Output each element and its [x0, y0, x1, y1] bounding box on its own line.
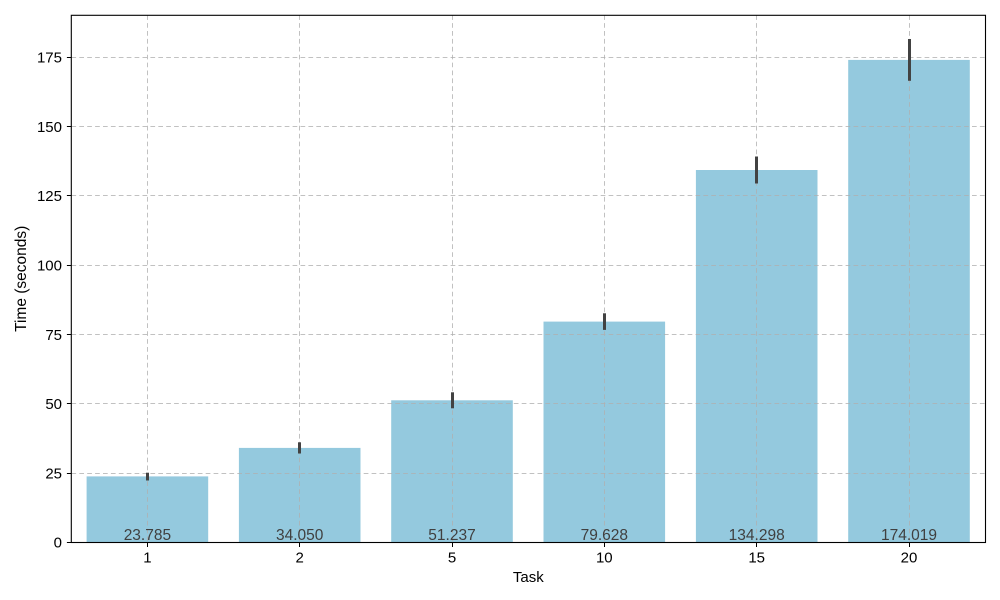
svg-text:23.785: 23.785 [124, 527, 171, 544]
svg-text:Task: Task [513, 569, 544, 586]
svg-text:134.298: 134.298 [729, 527, 785, 544]
svg-text:175: 175 [37, 50, 62, 67]
svg-text:50: 50 [45, 396, 62, 413]
svg-text:125: 125 [37, 188, 62, 205]
svg-text:34.050: 34.050 [276, 527, 324, 544]
svg-text:0: 0 [54, 535, 62, 552]
svg-text:5: 5 [448, 550, 456, 567]
svg-text:75: 75 [45, 327, 62, 344]
svg-text:174.019: 174.019 [881, 527, 937, 544]
svg-text:25: 25 [45, 465, 62, 482]
svg-text:15: 15 [748, 550, 765, 567]
svg-text:1: 1 [143, 550, 151, 567]
svg-text:Time (seconds): Time (seconds) [13, 226, 30, 332]
svg-text:150: 150 [37, 119, 62, 136]
svg-text:79.628: 79.628 [581, 527, 628, 544]
svg-text:20: 20 [901, 550, 918, 567]
svg-text:100: 100 [37, 258, 62, 275]
svg-text:10: 10 [596, 550, 613, 567]
svg-text:2: 2 [296, 550, 304, 567]
svg-text:51.237: 51.237 [428, 527, 475, 544]
